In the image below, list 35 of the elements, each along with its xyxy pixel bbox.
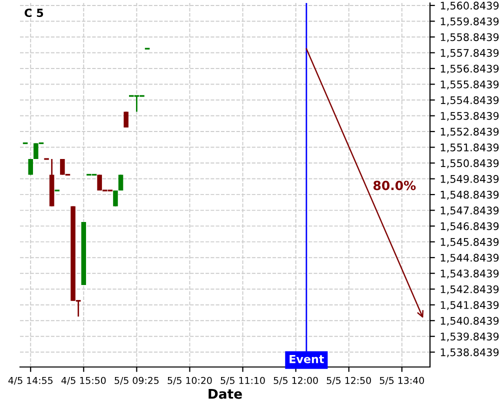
y-tick-label: 1,551.8439 [440, 144, 499, 152]
y-tick-label: 1,558.8439 [440, 33, 499, 42]
y-tick-label: 1,542.8439 [440, 285, 499, 294]
y-tick-label: 1,554.8439 [440, 96, 499, 106]
x-tick-label: 5/5 11:10 [220, 376, 265, 385]
x-tick-label: 5/5 12:00 [274, 376, 318, 385]
y-tick-label: 1,559.8439 [440, 17, 499, 26]
chart-title: C 5 [24, 8, 44, 18]
x-tick-label: 5/5 09:25 [114, 376, 159, 385]
y-tick-label: 1,539.8439 [440, 332, 499, 342]
y-tick-label: 1,545.8439 [440, 238, 499, 247]
y-tick-label: 1,543.8439 [440, 270, 499, 279]
y-tick-label: 1,556.8439 [440, 64, 499, 74]
y-tick-label: 1,546.8439 [440, 222, 499, 232]
x-tick-label: 5/5 13:40 [380, 376, 424, 385]
y-tick-label: 1,547.8439 [440, 206, 499, 216]
y-tick-label: 1,540.8439 [440, 316, 499, 326]
y-tick-label: 1,544.8439 [440, 254, 499, 263]
y-tick-label: 1,553.8439 [440, 112, 499, 121]
annotation: 80.0% [373, 180, 416, 190]
x-tick-label: 5/5 10:20 [168, 376, 212, 385]
y-tick-label: 1,541.8439 [440, 301, 499, 310]
x-axis-title: Date [208, 389, 242, 399]
x-tick-label: 5/5 12:50 [326, 376, 371, 385]
y-tick-label: 1,549.8439 [440, 175, 499, 184]
y-tick-label: 1,560.8439 [440, 2, 499, 11]
x-tick-label: 4/5 15:50 [61, 376, 106, 385]
y-tick-label: 1,538.8439 [440, 348, 499, 358]
y-tick-label: 1,550.8439 [440, 159, 499, 168]
y-tick-label: 1,548.8439 [440, 190, 499, 200]
y-tick-label: 1,557.8439 [440, 48, 499, 58]
annotation: Event [290, 355, 324, 364]
y-tick-label: 1,555.8439 [440, 80, 499, 90]
y-tick-label: 1,552.8439 [440, 128, 499, 137]
x-tick-label: 4/5 14:55 [8, 377, 52, 385]
